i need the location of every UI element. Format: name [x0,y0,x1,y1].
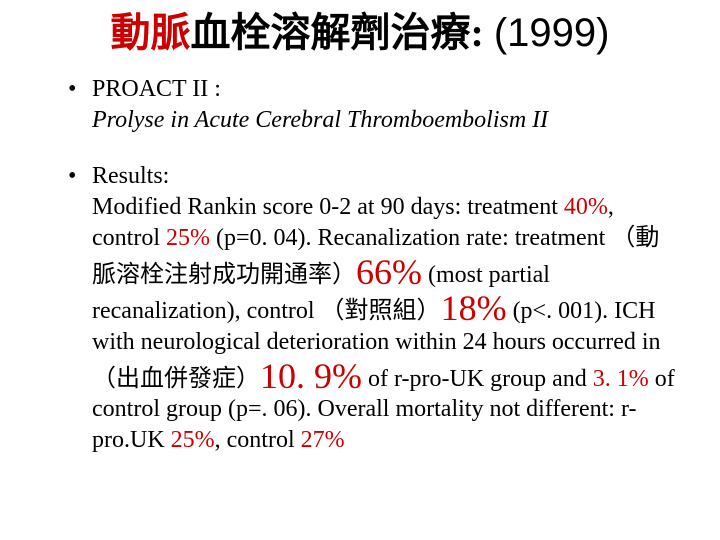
b2-t4a: of r-pro-UK group and [362,366,593,392]
title-rest: 血栓溶解劑治療: [191,10,494,55]
b2-t2a: Modified Rankin score 0-2 at 90 days: tr… [92,194,564,220]
bullet-1: PROACT II : Prolyse in Acute Cerebral Th… [68,74,680,135]
b2-t2d: 25% [166,225,210,251]
b2-t2b: 40% [564,194,608,220]
bullet-2: Results: Modified Rankin score 0-2 at 90… [68,161,680,455]
b2-t4d: 25% [171,427,215,453]
title-year: (1999) [494,11,610,55]
b2-t4b: 3. 1% [593,366,649,392]
b2-big2: 18% [441,288,507,328]
b2-big1: 66% [356,252,422,292]
title-red: 動脈 [111,10,191,55]
bullet1-line1: PROACT II : [92,76,221,102]
bullet1-line2: Prolyse in Acute Cerebral Thromboembolis… [92,107,548,133]
slide-title: 動脈血栓溶解劑治療: (1999) [40,10,680,56]
b2-big3: 10. 9% [260,356,362,396]
b2-t4e: , control [215,427,301,453]
b2-t4f: 27% [301,427,345,453]
b2-results-label: Results: [92,163,169,189]
bullet-list: PROACT II : Prolyse in Acute Cerebral Th… [40,74,680,456]
